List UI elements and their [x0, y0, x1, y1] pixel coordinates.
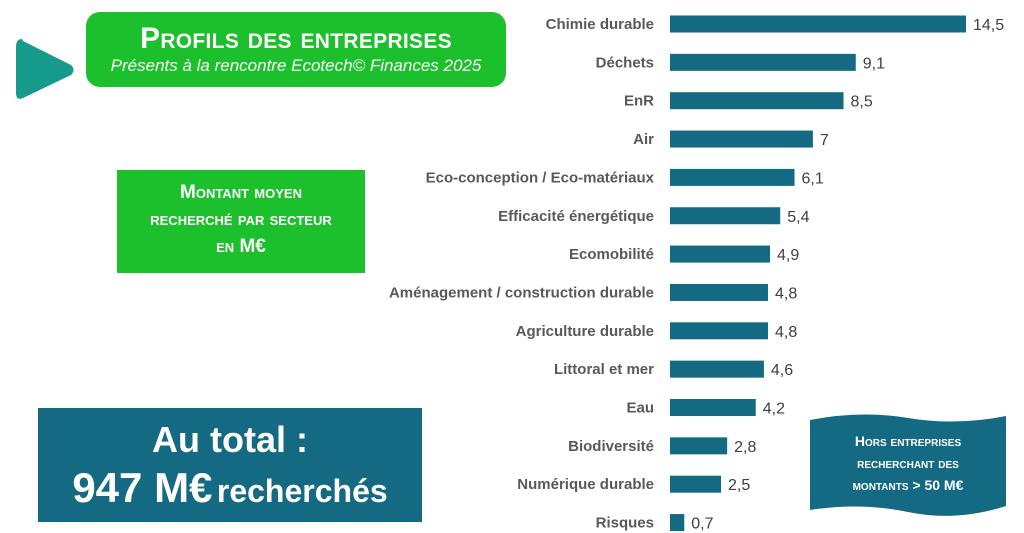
chart-description-box: Montant moyen recherché par secteur en M…: [117, 170, 365, 273]
note-banner: Hors entreprises recherchant des montant…: [810, 414, 1006, 518]
note-line3: montants > 50 M€: [852, 477, 964, 493]
value-label: 9,1: [863, 55, 885, 72]
value-label: 2,8: [734, 439, 756, 456]
value-label: 0,7: [691, 516, 713, 533]
category-label: Risques: [596, 515, 654, 532]
total-value-line: 947 M€ recherchés: [38, 462, 422, 524]
category-label: Numérique durable: [517, 476, 654, 493]
value-label: 4,6: [771, 362, 793, 379]
bar: [670, 168, 795, 186]
bar: [670, 437, 728, 455]
total-suffix: recherchés: [216, 473, 388, 509]
category-label: Ecomobilité: [569, 246, 654, 263]
chart-description-line3: en M€: [216, 236, 266, 257]
category-label: Eau: [626, 400, 654, 417]
total-amount: 947 M€: [72, 464, 213, 511]
value-label: 4,8: [775, 285, 797, 302]
title-box: Profils des entreprises Présents à la re…: [86, 12, 506, 87]
bar: [670, 360, 764, 378]
category-label: Agriculture durable: [516, 323, 654, 340]
bar: [670, 283, 768, 301]
value-label: 14,5: [973, 17, 1004, 34]
category-label: Littoral et mer: [554, 361, 654, 378]
note-line1: Hors entreprises: [854, 433, 962, 449]
total-label: Au total :: [152, 419, 308, 460]
bar: [670, 130, 813, 148]
value-label: 2,5: [728, 477, 750, 494]
category-label: Déchets: [596, 54, 654, 71]
bar: [670, 53, 856, 71]
bar: [670, 15, 966, 33]
bar: [670, 207, 781, 225]
bar: [670, 475, 722, 493]
category-label: EnR: [624, 93, 654, 110]
bar: [670, 245, 771, 263]
category-label: Efficacité énergétique: [498, 208, 654, 225]
category-label: Air: [633, 131, 654, 148]
page-title: Profils des entreprises: [140, 22, 452, 55]
category-label: Chimie durable: [546, 16, 654, 33]
category-label: Biodiversité: [568, 438, 654, 455]
category-label: Eco-conception / Eco-matériaux: [426, 169, 655, 186]
chart-description-line1: Montant moyen: [180, 182, 302, 203]
bar: [670, 514, 685, 532]
bar: [670, 322, 768, 340]
bar: [670, 399, 756, 416]
value-label: 7: [820, 132, 829, 149]
value-label: 4,9: [777, 247, 799, 264]
total-box: Au total : 947 M€ recherchés: [38, 408, 422, 522]
value-label: 4,2: [763, 401, 785, 418]
note-line2: recherchant des: [857, 455, 959, 471]
play-icon: [16, 39, 74, 99]
bar: [670, 92, 844, 110]
note-banner-shape: [810, 414, 1006, 516]
chart-description-line2: recherché par secteur: [150, 209, 332, 230]
category-label: Aménagement / construction durable: [389, 284, 654, 301]
value-label: 8,5: [851, 94, 873, 111]
value-label: 6,1: [802, 170, 824, 187]
value-label: 4,8: [775, 324, 797, 341]
value-label: 5,4: [787, 209, 809, 226]
page-subtitle: Présents à la rencontre Ecotech© Finance…: [110, 56, 482, 75]
